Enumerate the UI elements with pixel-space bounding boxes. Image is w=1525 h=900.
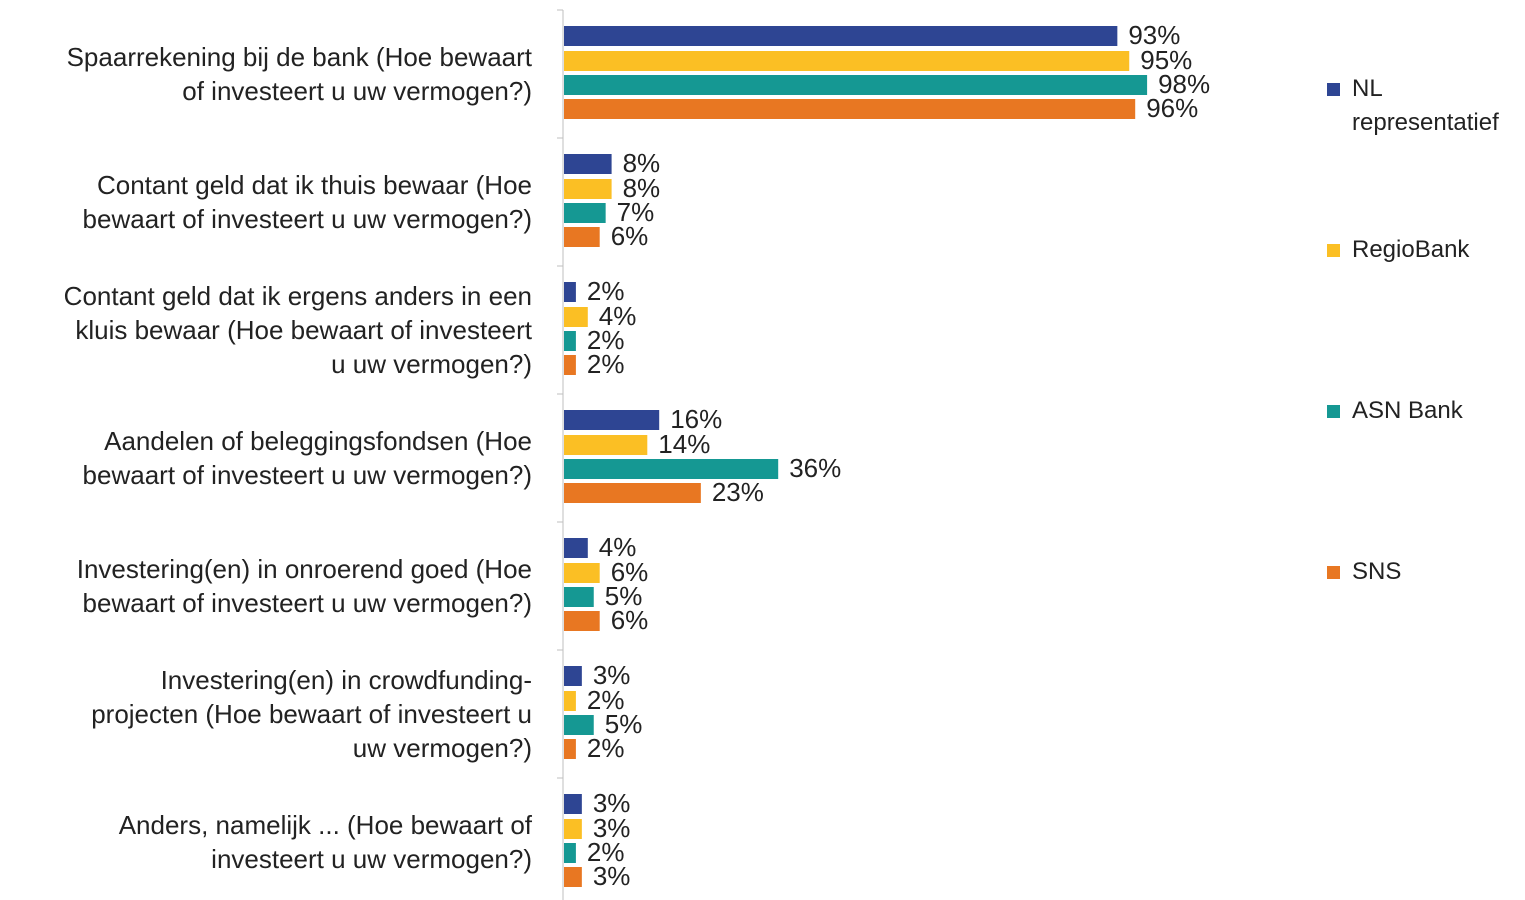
legend-swatch xyxy=(1327,244,1340,257)
data-label: 8% xyxy=(623,148,661,178)
bar xyxy=(564,715,594,735)
bar xyxy=(564,666,582,686)
bar xyxy=(564,794,582,814)
category-label-line: Contant geld dat ik ergens anders in een xyxy=(63,281,532,311)
bar xyxy=(564,331,576,351)
data-label: 8% xyxy=(623,173,661,203)
legend-swatch xyxy=(1327,566,1340,579)
category-label-line: bewaart of investeert u uw vermogen?) xyxy=(82,460,532,490)
bar xyxy=(564,435,648,455)
bar xyxy=(564,843,576,863)
data-label: 6% xyxy=(611,557,649,587)
data-label: 2% xyxy=(587,325,625,355)
legend-label-line: NL xyxy=(1352,75,1383,102)
legend-label: RegioBank xyxy=(1352,233,1469,267)
data-label: 5% xyxy=(605,709,643,739)
category-label-line: of investeert u uw vermogen?) xyxy=(182,76,532,106)
data-label: 16% xyxy=(670,404,722,434)
data-label: 2% xyxy=(587,276,625,306)
legend-swatch xyxy=(1327,83,1340,96)
data-label: 36% xyxy=(789,453,841,483)
category-label: Anders, namelijk ... (Hoe bewaart of inve… xyxy=(10,808,532,876)
bar xyxy=(564,563,600,583)
legend-label-line: ASN Bank xyxy=(1352,397,1463,424)
bar xyxy=(564,51,1130,71)
data-label: 6% xyxy=(611,221,649,251)
bar xyxy=(564,483,701,503)
data-label: 3% xyxy=(593,660,631,690)
legend-label: SNS xyxy=(1352,555,1401,589)
data-label: 4% xyxy=(599,301,637,331)
bar xyxy=(564,203,606,223)
bar xyxy=(564,867,582,887)
bar xyxy=(564,538,588,558)
data-label: 2% xyxy=(587,837,625,867)
bar xyxy=(564,26,1118,46)
category-label: Contant geld dat ik thuis bewaar (Hoe bew… xyxy=(10,168,532,236)
category-label-line: bewaart of investeert u uw vermogen?) xyxy=(82,204,532,234)
data-label: 98% xyxy=(1158,69,1210,99)
bar xyxy=(564,307,588,327)
category-label-line: uw vermogen?) xyxy=(352,733,532,763)
bar xyxy=(564,99,1136,119)
bar xyxy=(564,459,779,479)
bar xyxy=(564,154,612,174)
category-label-line: Investering(en) in onroerend goed (Hoe xyxy=(76,554,532,584)
bar xyxy=(564,282,576,302)
category-label-line: Contant geld dat ik thuis bewaar (Hoe xyxy=(96,170,532,200)
data-label: 4% xyxy=(599,532,637,562)
legend-label-line: RegioBank xyxy=(1352,236,1470,263)
bar xyxy=(564,227,600,247)
data-label: 23% xyxy=(712,477,764,507)
category-label-line: projecten (Hoe bewaart of investeert u xyxy=(91,699,532,729)
bar xyxy=(564,739,576,759)
legend-swatch xyxy=(1327,405,1340,418)
data-label: 95% xyxy=(1140,45,1192,75)
bar xyxy=(564,355,576,375)
bar xyxy=(564,75,1148,95)
data-label: 96% xyxy=(1146,93,1198,123)
data-label: 2% xyxy=(587,733,625,763)
category-label: Contant geld dat ik ergens anders in een… xyxy=(10,279,532,381)
category-label-line: u uw vermogen?) xyxy=(331,349,532,379)
category-label-line: kluis bewaar (Hoe bewaart of investeert xyxy=(75,315,532,345)
category-label: Spaarrekening bij de bank (Hoe bewaart of… xyxy=(10,40,532,108)
data-label: 2% xyxy=(587,349,625,379)
category-label: Investering(en) in onroerend goed (Hoe be… xyxy=(10,552,532,620)
legend-label: ASN Bank xyxy=(1352,394,1463,428)
data-label: 2% xyxy=(587,685,625,715)
category-label-line: bewaart of investeert u uw vermogen?) xyxy=(82,588,532,618)
data-label: 3% xyxy=(593,788,631,818)
data-label: 5% xyxy=(605,581,643,611)
bar xyxy=(564,819,582,839)
category-label-line: Spaarrekening bij de bank (Hoe bewaart xyxy=(66,42,532,72)
category-label-line: Investering(en) in crowdfunding- xyxy=(160,665,532,695)
data-label: 93% xyxy=(1128,20,1180,50)
bar xyxy=(564,410,660,430)
category-label-line: Aandelen of beleggingsfondsen (Hoe xyxy=(104,426,532,456)
bar xyxy=(564,611,600,631)
data-label: 3% xyxy=(593,861,631,891)
legend-label: NL representatief xyxy=(1352,72,1499,140)
data-label: 14% xyxy=(658,429,710,459)
bar xyxy=(564,587,594,607)
category-label-line: investeert u uw vermogen?) xyxy=(211,844,532,874)
data-label: 3% xyxy=(593,813,631,843)
data-label: 6% xyxy=(611,605,649,635)
category-label-line: Anders, namelijk ... (Hoe bewaart of xyxy=(118,810,532,840)
category-label: Investering(en) in crowdfunding-projecte… xyxy=(10,663,532,765)
bar xyxy=(564,691,576,711)
category-label: Aandelen of beleggingsfondsen (Hoe bewaar… xyxy=(10,424,532,492)
legend-label-line: representatief xyxy=(1352,109,1499,136)
data-label: 7% xyxy=(617,197,655,227)
legend-label-line: SNS xyxy=(1352,558,1402,585)
bar xyxy=(564,179,612,199)
